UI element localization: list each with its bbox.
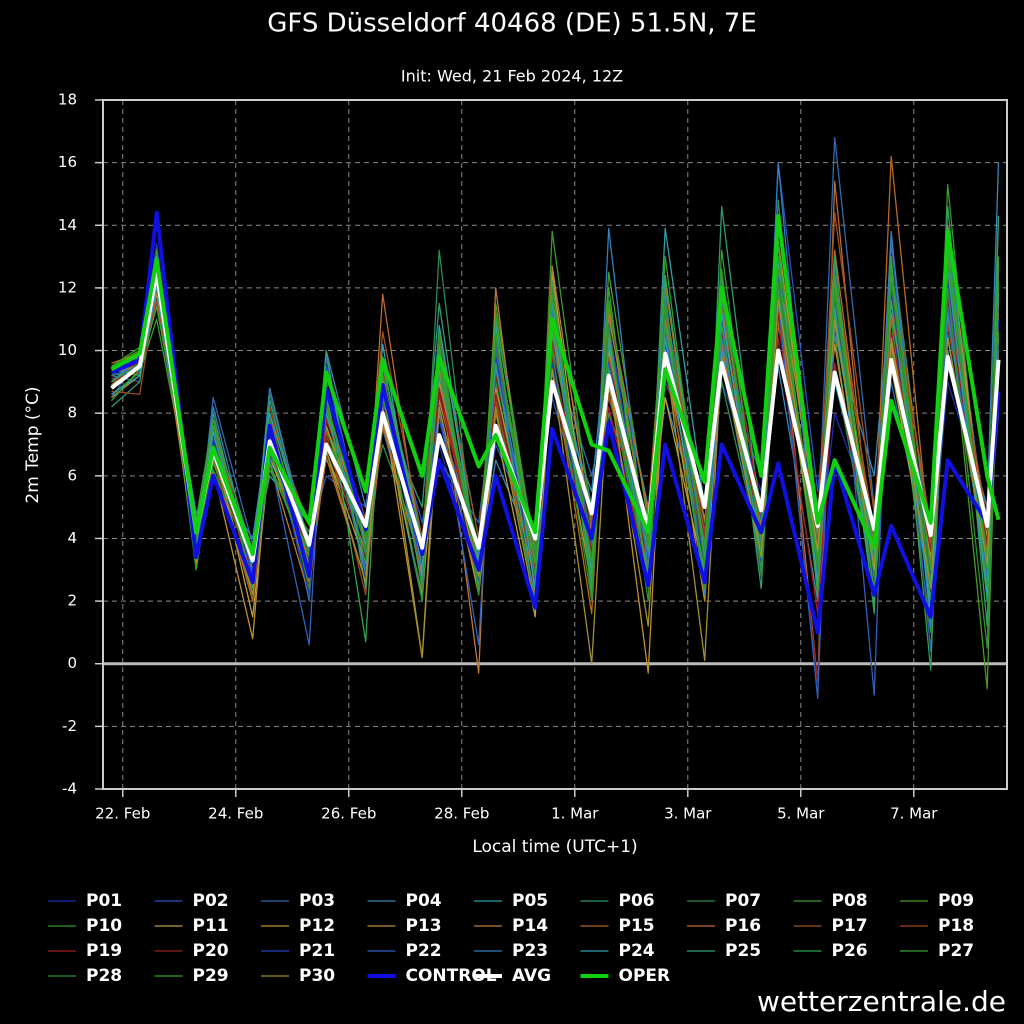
- y-tick-label: 10: [58, 341, 77, 359]
- x-tick-label: 3. Mar: [664, 805, 712, 823]
- series-line: [110, 213, 1001, 557]
- legend-label: P20: [193, 941, 229, 961]
- legend-label: CONTROL: [406, 966, 497, 986]
- legend-label: P24: [619, 941, 655, 961]
- x-tick-label: 5. Mar: [777, 805, 825, 823]
- legend-label: P04: [406, 891, 442, 911]
- plot-frame: [102, 99, 1008, 790]
- y-axis-label: 2m Temp (°C): [23, 386, 43, 503]
- legend-label: P25: [725, 941, 761, 961]
- y-tick-label: 14: [58, 216, 77, 234]
- legend-label: P28: [86, 966, 122, 986]
- legend-label: P13: [406, 916, 442, 936]
- y-tick-label: 16: [58, 153, 77, 171]
- legend-label: P22: [406, 941, 442, 961]
- y-tick-label: 12: [58, 278, 77, 296]
- y-tick-label: 18: [58, 91, 77, 109]
- legend-label: P10: [86, 916, 122, 936]
- legend-label: P07: [725, 891, 761, 911]
- legend-label: P30: [299, 966, 335, 986]
- y-tick-label: -4: [62, 780, 77, 798]
- x-tick-label: 1. Mar: [551, 805, 599, 823]
- legend-label: P29: [193, 966, 229, 986]
- x-tick-label: 24. Feb: [208, 805, 263, 823]
- legend-label: AVG: [512, 966, 551, 986]
- legend-label: P14: [512, 916, 548, 936]
- x-tick-label: 7. Mar: [890, 805, 938, 823]
- legend-label: P05: [512, 891, 548, 911]
- chart-title: GFS Düsseldorf 40468 (DE) 51.5N, 7E: [267, 9, 757, 39]
- chart-subtitle: Init: Wed, 21 Feb 2024, 12Z: [401, 67, 623, 86]
- legend-label: P09: [938, 891, 974, 911]
- y-tick-label: 4: [67, 529, 77, 547]
- legend-label: P06: [619, 891, 655, 911]
- legend-label: P19: [86, 941, 122, 961]
- x-tick-label: 26. Feb: [321, 805, 376, 823]
- y-tick-label: 2: [67, 592, 77, 610]
- legend-label: P11: [193, 916, 229, 936]
- legend-label: P12: [299, 916, 335, 936]
- legend-label: P21: [299, 941, 335, 961]
- legend-label: P26: [832, 941, 868, 961]
- y-tick-label: 6: [67, 466, 77, 484]
- legend-label: P15: [619, 916, 655, 936]
- y-tick-label: 0: [67, 654, 77, 672]
- legend-label: P08: [832, 891, 868, 911]
- x-tick-label: 22. Feb: [95, 805, 150, 823]
- legend-label: P03: [299, 891, 335, 911]
- y-tick-label: -2: [62, 717, 77, 735]
- legend-label: P02: [193, 891, 229, 911]
- legend-label: P23: [512, 941, 548, 961]
- legend-label: P16: [725, 916, 761, 936]
- legend-label: P01: [86, 891, 122, 911]
- y-tick-label: 8: [67, 404, 77, 422]
- legend-label: OPER: [619, 966, 671, 986]
- legend-label: P27: [938, 941, 974, 961]
- watermark: wetterzentrale.de: [757, 985, 1006, 1018]
- legend-label: P17: [832, 916, 868, 936]
- x-tick-label: 28. Feb: [434, 805, 489, 823]
- x-axis-label: Local time (UTC+1): [472, 837, 637, 857]
- legend-label: P18: [938, 916, 974, 936]
